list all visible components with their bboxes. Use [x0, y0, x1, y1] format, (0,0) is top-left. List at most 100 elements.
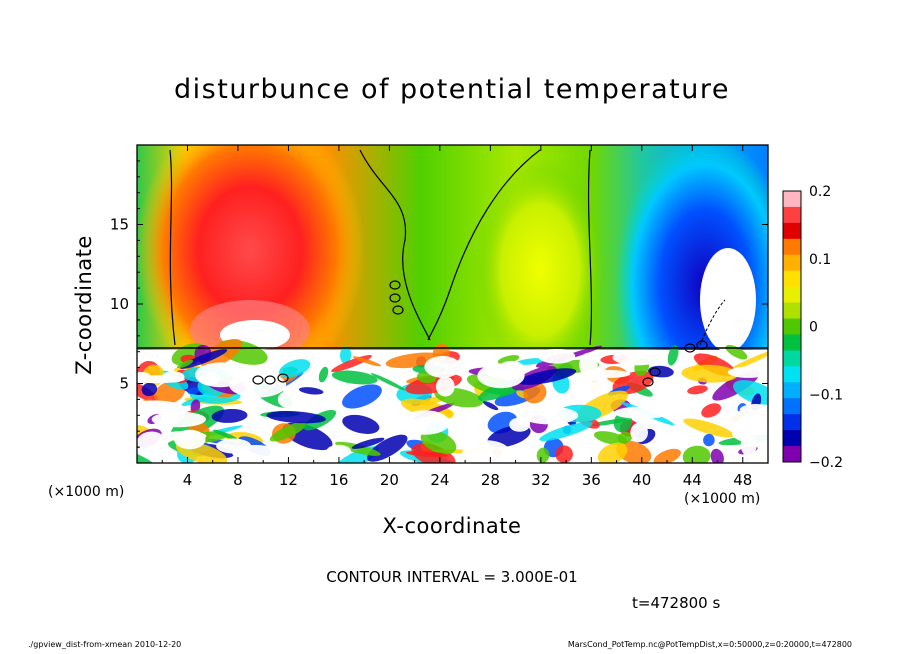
contour-ring — [389, 293, 401, 303]
turbulence-white-cell — [581, 381, 613, 395]
turbulence-cell — [420, 430, 457, 455]
turbulence-white-cell — [435, 376, 455, 397]
lower-turbulence — [137, 338, 768, 463]
x-tick-label: 32 — [531, 471, 550, 489]
turbulence-white-cell — [579, 352, 598, 377]
contour-ring — [684, 343, 696, 353]
colorbar-tick-label: 0 — [809, 320, 818, 336]
turbulence-cell — [497, 355, 520, 364]
turbulence-cell — [703, 433, 715, 447]
colorbar-swatch — [783, 238, 801, 256]
x-tick-label: 20 — [380, 471, 399, 489]
colorbar-swatch — [783, 222, 801, 240]
colorbar-swatch — [783, 382, 801, 399]
turbulence-cell — [405, 451, 449, 458]
turbulence-cell — [733, 380, 768, 405]
x-tick-label: 4 — [183, 471, 193, 489]
turbulence-cell — [342, 414, 380, 434]
colorbar-swatch — [783, 414, 801, 431]
x-tick-label: 48 — [733, 471, 752, 489]
time-label: t=472800 s — [632, 594, 721, 612]
contour-ring — [696, 340, 708, 350]
turbulence-white-cell — [232, 445, 280, 462]
colorbar-swatch — [783, 398, 801, 415]
turbulence-white-cell — [226, 369, 277, 379]
heatmap-field — [137, 145, 768, 463]
turbulence-cell — [647, 365, 674, 378]
footer-source-file: MarsCond_PotTemp.nc@PotTempDist,x=0:5000… — [567, 640, 852, 649]
turbulence-cell — [518, 368, 577, 385]
x-tick-label: 12 — [279, 471, 298, 489]
x-unit-label-left: (×1000 m) — [48, 484, 125, 500]
turbulence-white-cell — [151, 411, 207, 428]
turbulence-cell — [340, 346, 352, 364]
colorbar-tick-label: −0.1 — [809, 387, 843, 403]
turbulence-white-cell — [612, 349, 663, 366]
turbulence-white-cell — [727, 366, 768, 378]
turbulence-white-cell — [521, 406, 579, 425]
colorbar-swatch — [783, 350, 801, 367]
x-tick-label: 36 — [582, 471, 601, 489]
cold-core — [700, 248, 756, 352]
turbulence-white-cell — [613, 406, 670, 419]
turbulence-white-cell — [229, 372, 287, 398]
colorbar: 0.2 0.1 0 −0.1 −0.2 — [782, 184, 843, 471]
turbulence-white-cell — [198, 372, 221, 386]
y-tick-label: 10 — [110, 295, 129, 313]
colorbar-swatch — [783, 318, 801, 335]
chart-title: disturbunce of potential temperature — [174, 74, 730, 105]
turbulence-cell — [370, 373, 406, 391]
colorbar-swatch — [783, 191, 801, 208]
contour-interval-text: CONTOUR INTERVAL = 3.000E-01 — [326, 568, 578, 586]
turbulence-cell — [318, 366, 329, 383]
turbulence-white-cell — [242, 418, 271, 429]
x-tick-label: 16 — [329, 471, 348, 489]
contour-ring — [649, 367, 661, 377]
colorbar-swatch — [783, 206, 801, 224]
colorbar-swatch — [783, 366, 801, 383]
turbulence-white-cell — [462, 440, 511, 463]
colorbar-tick-label: 0.2 — [809, 184, 831, 200]
footer-script-name: ./gpview_dist-from-xmean 2010-12-20 — [28, 640, 182, 649]
turbulence-white-cell — [484, 364, 523, 378]
turbulence-white-cell — [326, 444, 352, 458]
turbulence-cell — [187, 387, 200, 395]
y-tick-label: 5 — [119, 375, 129, 393]
colorbar-swatch — [783, 334, 801, 351]
turbulence-white-cell — [137, 431, 167, 454]
colorbar-swatch — [783, 302, 801, 320]
colorbar-tick-label: 0.1 — [809, 252, 831, 268]
x-axis-label: X-coordinate — [382, 514, 522, 538]
turbulence-cell — [176, 359, 194, 369]
colorbar-swatch — [783, 270, 801, 288]
turbulence-cell — [211, 408, 248, 423]
turbulence-cell — [555, 445, 573, 463]
turbulence-cell — [687, 385, 708, 395]
turbulence-cell — [137, 380, 159, 403]
contour-ring — [252, 375, 264, 385]
turbulence-white-cell — [161, 431, 207, 441]
x-tick-label: 8 — [233, 471, 243, 489]
turbulence-cell — [351, 437, 385, 449]
turbulence-cell — [212, 429, 238, 440]
turbulence-white-cell — [538, 348, 576, 364]
x-tick-label: 44 — [683, 471, 702, 489]
x-axis: 4 8 12 16 20 24 28 32 36 40 44 48 — [161, 145, 752, 489]
colorbar-swatch — [783, 254, 801, 272]
colorbar-swatch — [783, 446, 801, 463]
turbulence-cell — [269, 421, 308, 442]
colorbar-swatch — [783, 430, 801, 447]
turbulence-cell — [681, 364, 739, 383]
turbulence-cell — [179, 349, 228, 369]
contour-ring — [264, 375, 276, 385]
y-axis: 5 10 15 — [110, 160, 768, 448]
turbulence-cell — [683, 418, 735, 438]
turbulence-cell — [352, 356, 382, 367]
turbulence-white-cell — [137, 400, 180, 412]
turbulence-cell — [710, 448, 724, 463]
turbulence-cell — [682, 445, 711, 463]
turbulence-cell — [597, 442, 628, 463]
turbulence-cell — [701, 403, 722, 418]
contour-ring — [389, 280, 401, 290]
